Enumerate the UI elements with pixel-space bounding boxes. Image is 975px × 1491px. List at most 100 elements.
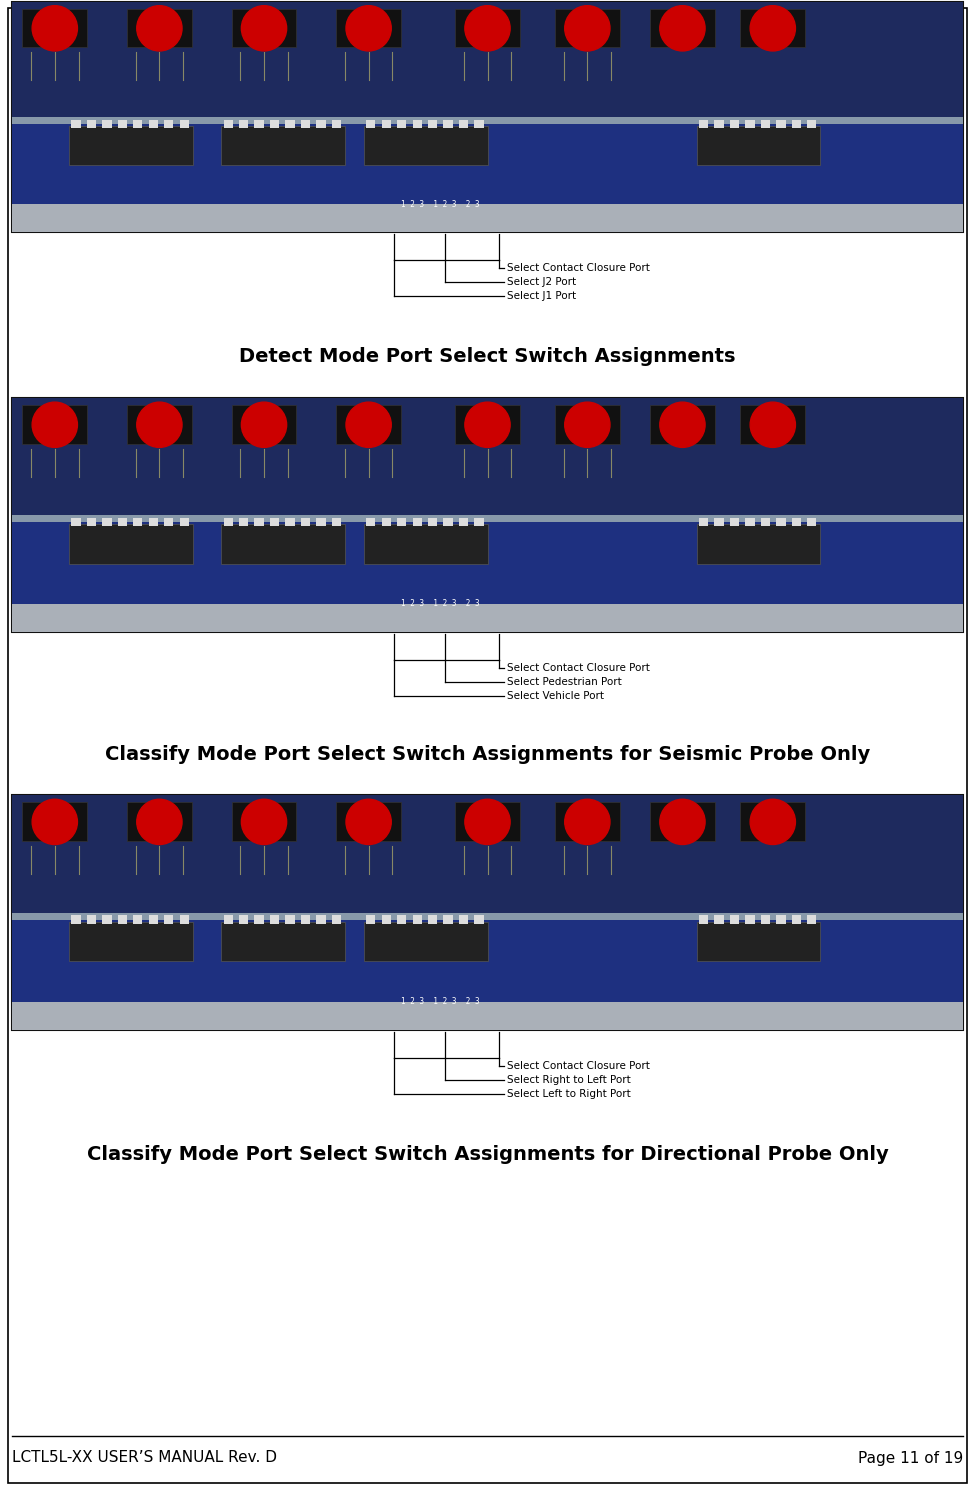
Bar (232, 802, 296, 841)
Bar (286, 517, 294, 526)
Bar (87, 517, 97, 526)
Bar (792, 915, 801, 923)
Bar (792, 119, 801, 128)
Bar (102, 119, 111, 128)
Bar (164, 517, 174, 526)
Circle shape (136, 799, 182, 844)
Bar (699, 915, 708, 923)
Text: Select Pedestrian Port: Select Pedestrian Port (507, 677, 622, 687)
Bar (301, 915, 310, 923)
Bar (697, 921, 820, 962)
Bar (270, 119, 279, 128)
Bar (730, 915, 739, 923)
Bar (807, 119, 816, 128)
Bar (12, 398, 963, 632)
Circle shape (346, 403, 391, 447)
Bar (336, 406, 401, 444)
Bar (336, 9, 401, 48)
Circle shape (32, 799, 77, 844)
Bar (475, 517, 484, 526)
Bar (364, 921, 488, 962)
Bar (254, 517, 263, 526)
Text: Classify Mode Port Select Switch Assignments for Directional Probe Only: Classify Mode Port Select Switch Assignm… (87, 1145, 888, 1164)
Circle shape (346, 799, 391, 844)
Bar (179, 517, 189, 526)
Text: LCTL5L-XX USER’S MANUAL Rev. D: LCTL5L-XX USER’S MANUAL Rev. D (12, 1451, 277, 1466)
Bar (221, 921, 345, 962)
Bar (740, 9, 805, 48)
Bar (118, 517, 127, 526)
Circle shape (136, 403, 182, 447)
Bar (459, 517, 468, 526)
Bar (223, 517, 233, 526)
Bar (455, 406, 520, 444)
Bar (715, 915, 723, 923)
Bar (428, 915, 437, 923)
Bar (332, 517, 341, 526)
Bar (555, 802, 620, 841)
Bar (459, 119, 468, 128)
Bar (12, 522, 963, 604)
Bar (367, 517, 375, 526)
Bar (134, 517, 142, 526)
Bar (87, 915, 97, 923)
Circle shape (660, 799, 705, 844)
Text: Select Vehicle Port: Select Vehicle Port (507, 690, 604, 701)
Bar (102, 517, 111, 526)
Bar (232, 406, 296, 444)
Circle shape (465, 799, 510, 844)
Text: Select Contact Closure Port: Select Contact Closure Port (507, 1062, 649, 1071)
Circle shape (32, 6, 77, 51)
Circle shape (750, 403, 796, 447)
Text: Classify Mode Port Select Switch Assignments for Seismic Probe Only: Classify Mode Port Select Switch Assignm… (105, 746, 870, 765)
Bar (650, 9, 715, 48)
Bar (316, 517, 326, 526)
Bar (459, 915, 468, 923)
Bar (715, 119, 723, 128)
Bar (286, 119, 294, 128)
Circle shape (565, 799, 610, 844)
Text: Select Right to Left Port: Select Right to Left Port (507, 1075, 631, 1085)
Text: Select Contact Closure Port: Select Contact Closure Port (507, 262, 649, 273)
Bar (444, 119, 452, 128)
Bar (12, 920, 963, 1002)
Circle shape (660, 403, 705, 447)
Bar (232, 9, 296, 48)
Circle shape (136, 6, 182, 51)
Bar (87, 119, 97, 128)
Bar (444, 915, 452, 923)
Text: Select J2 Port: Select J2 Port (507, 277, 576, 286)
Circle shape (242, 6, 287, 51)
Bar (270, 915, 279, 923)
Bar (12, 795, 963, 917)
Bar (12, 795, 963, 1030)
Bar (381, 517, 391, 526)
Bar (254, 119, 263, 128)
Bar (22, 802, 87, 841)
Bar (412, 517, 422, 526)
Bar (699, 119, 708, 128)
Bar (715, 517, 723, 526)
Bar (332, 915, 341, 923)
Bar (221, 127, 345, 166)
Bar (223, 119, 233, 128)
Bar (127, 802, 192, 841)
Bar (127, 406, 192, 444)
Bar (179, 915, 189, 923)
Bar (776, 915, 786, 923)
Bar (22, 9, 87, 48)
Bar (71, 517, 81, 526)
Bar (12, 514, 963, 529)
Bar (428, 119, 437, 128)
Bar (367, 915, 375, 923)
Text: 1 2 3  1 2 3  2 3: 1 2 3 1 2 3 2 3 (401, 200, 480, 209)
Bar (148, 915, 158, 923)
Bar (412, 915, 422, 923)
Bar (776, 119, 786, 128)
Bar (69, 921, 193, 962)
Circle shape (750, 6, 796, 51)
Bar (336, 802, 401, 841)
Bar (746, 915, 755, 923)
Bar (381, 119, 391, 128)
Bar (364, 525, 488, 564)
